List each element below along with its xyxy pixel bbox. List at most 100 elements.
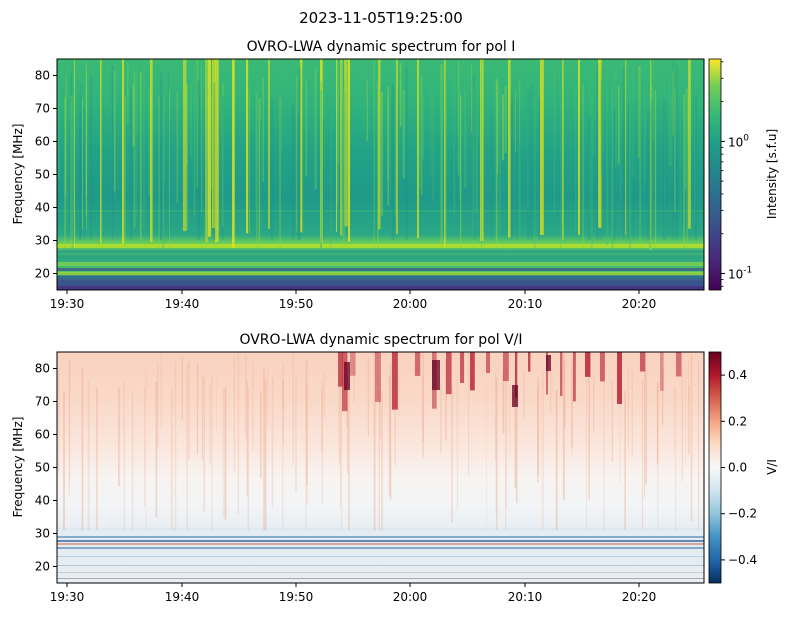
spectrum-streak xyxy=(688,386,690,455)
spectrum-streak xyxy=(190,84,192,159)
spectrum-streak xyxy=(348,382,350,530)
spectrum-streak xyxy=(418,65,421,189)
heatmap-image xyxy=(57,352,704,583)
spectrum-streak xyxy=(201,374,203,461)
spectrum-streak xyxy=(155,381,158,518)
spectrum-streak xyxy=(397,370,400,416)
spectrum-streak xyxy=(347,375,349,474)
spectrum-streak xyxy=(541,378,543,528)
spectrum-streak xyxy=(590,95,593,248)
spectrum-streak xyxy=(174,361,177,530)
spectrum-streak xyxy=(264,379,267,530)
spectrum-streak xyxy=(676,352,682,377)
spectrum-streak xyxy=(562,354,565,500)
spectrum-streak xyxy=(464,91,467,188)
spectrum-streak xyxy=(167,73,170,240)
spectrum-streak xyxy=(593,377,595,432)
spectrum-streak xyxy=(600,63,603,160)
spectrum-streak xyxy=(432,97,435,202)
spectrum-streak xyxy=(252,362,254,452)
spectrum-streak xyxy=(684,86,687,190)
spectrum-streak xyxy=(377,81,379,248)
spectrum-streak xyxy=(530,83,533,241)
spectrum-streak xyxy=(123,380,125,530)
spectrum-streak xyxy=(670,97,672,166)
spectrum-streak xyxy=(496,377,498,530)
spectrum-streak xyxy=(598,59,602,228)
spectrum-streak xyxy=(485,383,487,530)
spectrum-streak xyxy=(657,381,659,530)
spectrum-streak xyxy=(656,383,659,465)
spectrum-streak xyxy=(546,355,551,371)
spectrum-streak xyxy=(600,352,605,382)
spectrum-streak xyxy=(83,108,86,241)
y-tick-label: 60 xyxy=(35,428,50,442)
spectrum-streak xyxy=(245,355,247,439)
spectrum-streak xyxy=(528,352,531,372)
spectrum-band xyxy=(57,572,704,573)
spectrum-band xyxy=(57,565,704,566)
spectrum-streak xyxy=(675,64,678,241)
colorbar-tick-label: 100 xyxy=(728,133,749,149)
spectrum-streak xyxy=(502,94,504,161)
spectrum-streak xyxy=(282,379,284,530)
spectrum-streak xyxy=(647,110,650,240)
spectrum-streak xyxy=(619,357,621,484)
spectrum-streak xyxy=(645,370,648,485)
spectrum-streak xyxy=(321,380,323,504)
y-axis: 20 30 40 50 60 70 80 xyxy=(35,69,57,281)
spectrum-streak xyxy=(181,356,184,421)
spectrum-band xyxy=(57,286,704,290)
spectrum-streak xyxy=(68,360,71,496)
spectrum-streak xyxy=(306,383,308,505)
spectrum-streak xyxy=(629,92,631,248)
spectrum-streak xyxy=(114,61,116,199)
colorbar-tick-label: 0.4 xyxy=(728,368,747,382)
spectrum-streak xyxy=(348,59,351,242)
spectrum-streak xyxy=(514,90,516,153)
spectrum-streak xyxy=(160,353,162,429)
spectrum-streak xyxy=(549,368,552,413)
spectrum-streak xyxy=(260,59,262,121)
spectrum-streak xyxy=(481,60,482,249)
spectrum-band xyxy=(57,244,704,248)
spectrum-streak xyxy=(516,99,519,240)
spectrum-streak xyxy=(216,378,217,433)
x-tick-label: 19:30 xyxy=(50,590,85,604)
spectrum-streak xyxy=(675,387,677,530)
spectrum-band xyxy=(57,268,704,271)
spectrum-streak xyxy=(472,75,476,240)
spectrum-streak xyxy=(64,97,66,248)
spectrum-streak xyxy=(538,97,540,240)
spectrum-streak xyxy=(650,61,652,235)
spectrum-streak xyxy=(389,78,391,197)
spectrum-streak xyxy=(688,360,689,404)
chart-title: OVRO-LWA dynamic spectrum for pol I xyxy=(247,39,516,55)
x-tick-label: 20:00 xyxy=(393,297,428,311)
spectrum-streak xyxy=(573,352,576,402)
spectrum-streak xyxy=(512,385,518,407)
heatmap-image xyxy=(57,59,704,290)
figure-suptitle: 2023-11-05T19:25:00 xyxy=(299,9,463,27)
spectrum-streak xyxy=(113,70,116,192)
spectrum-streak xyxy=(205,59,209,243)
spectrum-streak xyxy=(644,93,647,182)
spectrum-streak xyxy=(373,352,376,530)
spectrum-streak xyxy=(563,359,566,427)
spectrum-streak xyxy=(340,352,341,508)
spectrum-streak xyxy=(681,369,684,482)
colorbar-label: V/I xyxy=(765,459,779,475)
y-tick-label: 50 xyxy=(35,168,50,182)
spectrum-streak xyxy=(338,382,341,466)
spectrum-streak xyxy=(305,365,307,530)
spectrum-streak xyxy=(305,78,307,176)
spectrum-streak xyxy=(135,61,138,134)
spectrum-streak xyxy=(100,59,102,244)
spectrum-streak xyxy=(476,75,478,230)
spectrum-streak xyxy=(344,362,350,390)
spectrum-streak xyxy=(366,79,369,142)
spectrum-streak xyxy=(586,380,587,530)
spectrum-band xyxy=(57,547,704,549)
spectrum-streak xyxy=(417,59,419,239)
spectrum-streak xyxy=(170,390,173,530)
